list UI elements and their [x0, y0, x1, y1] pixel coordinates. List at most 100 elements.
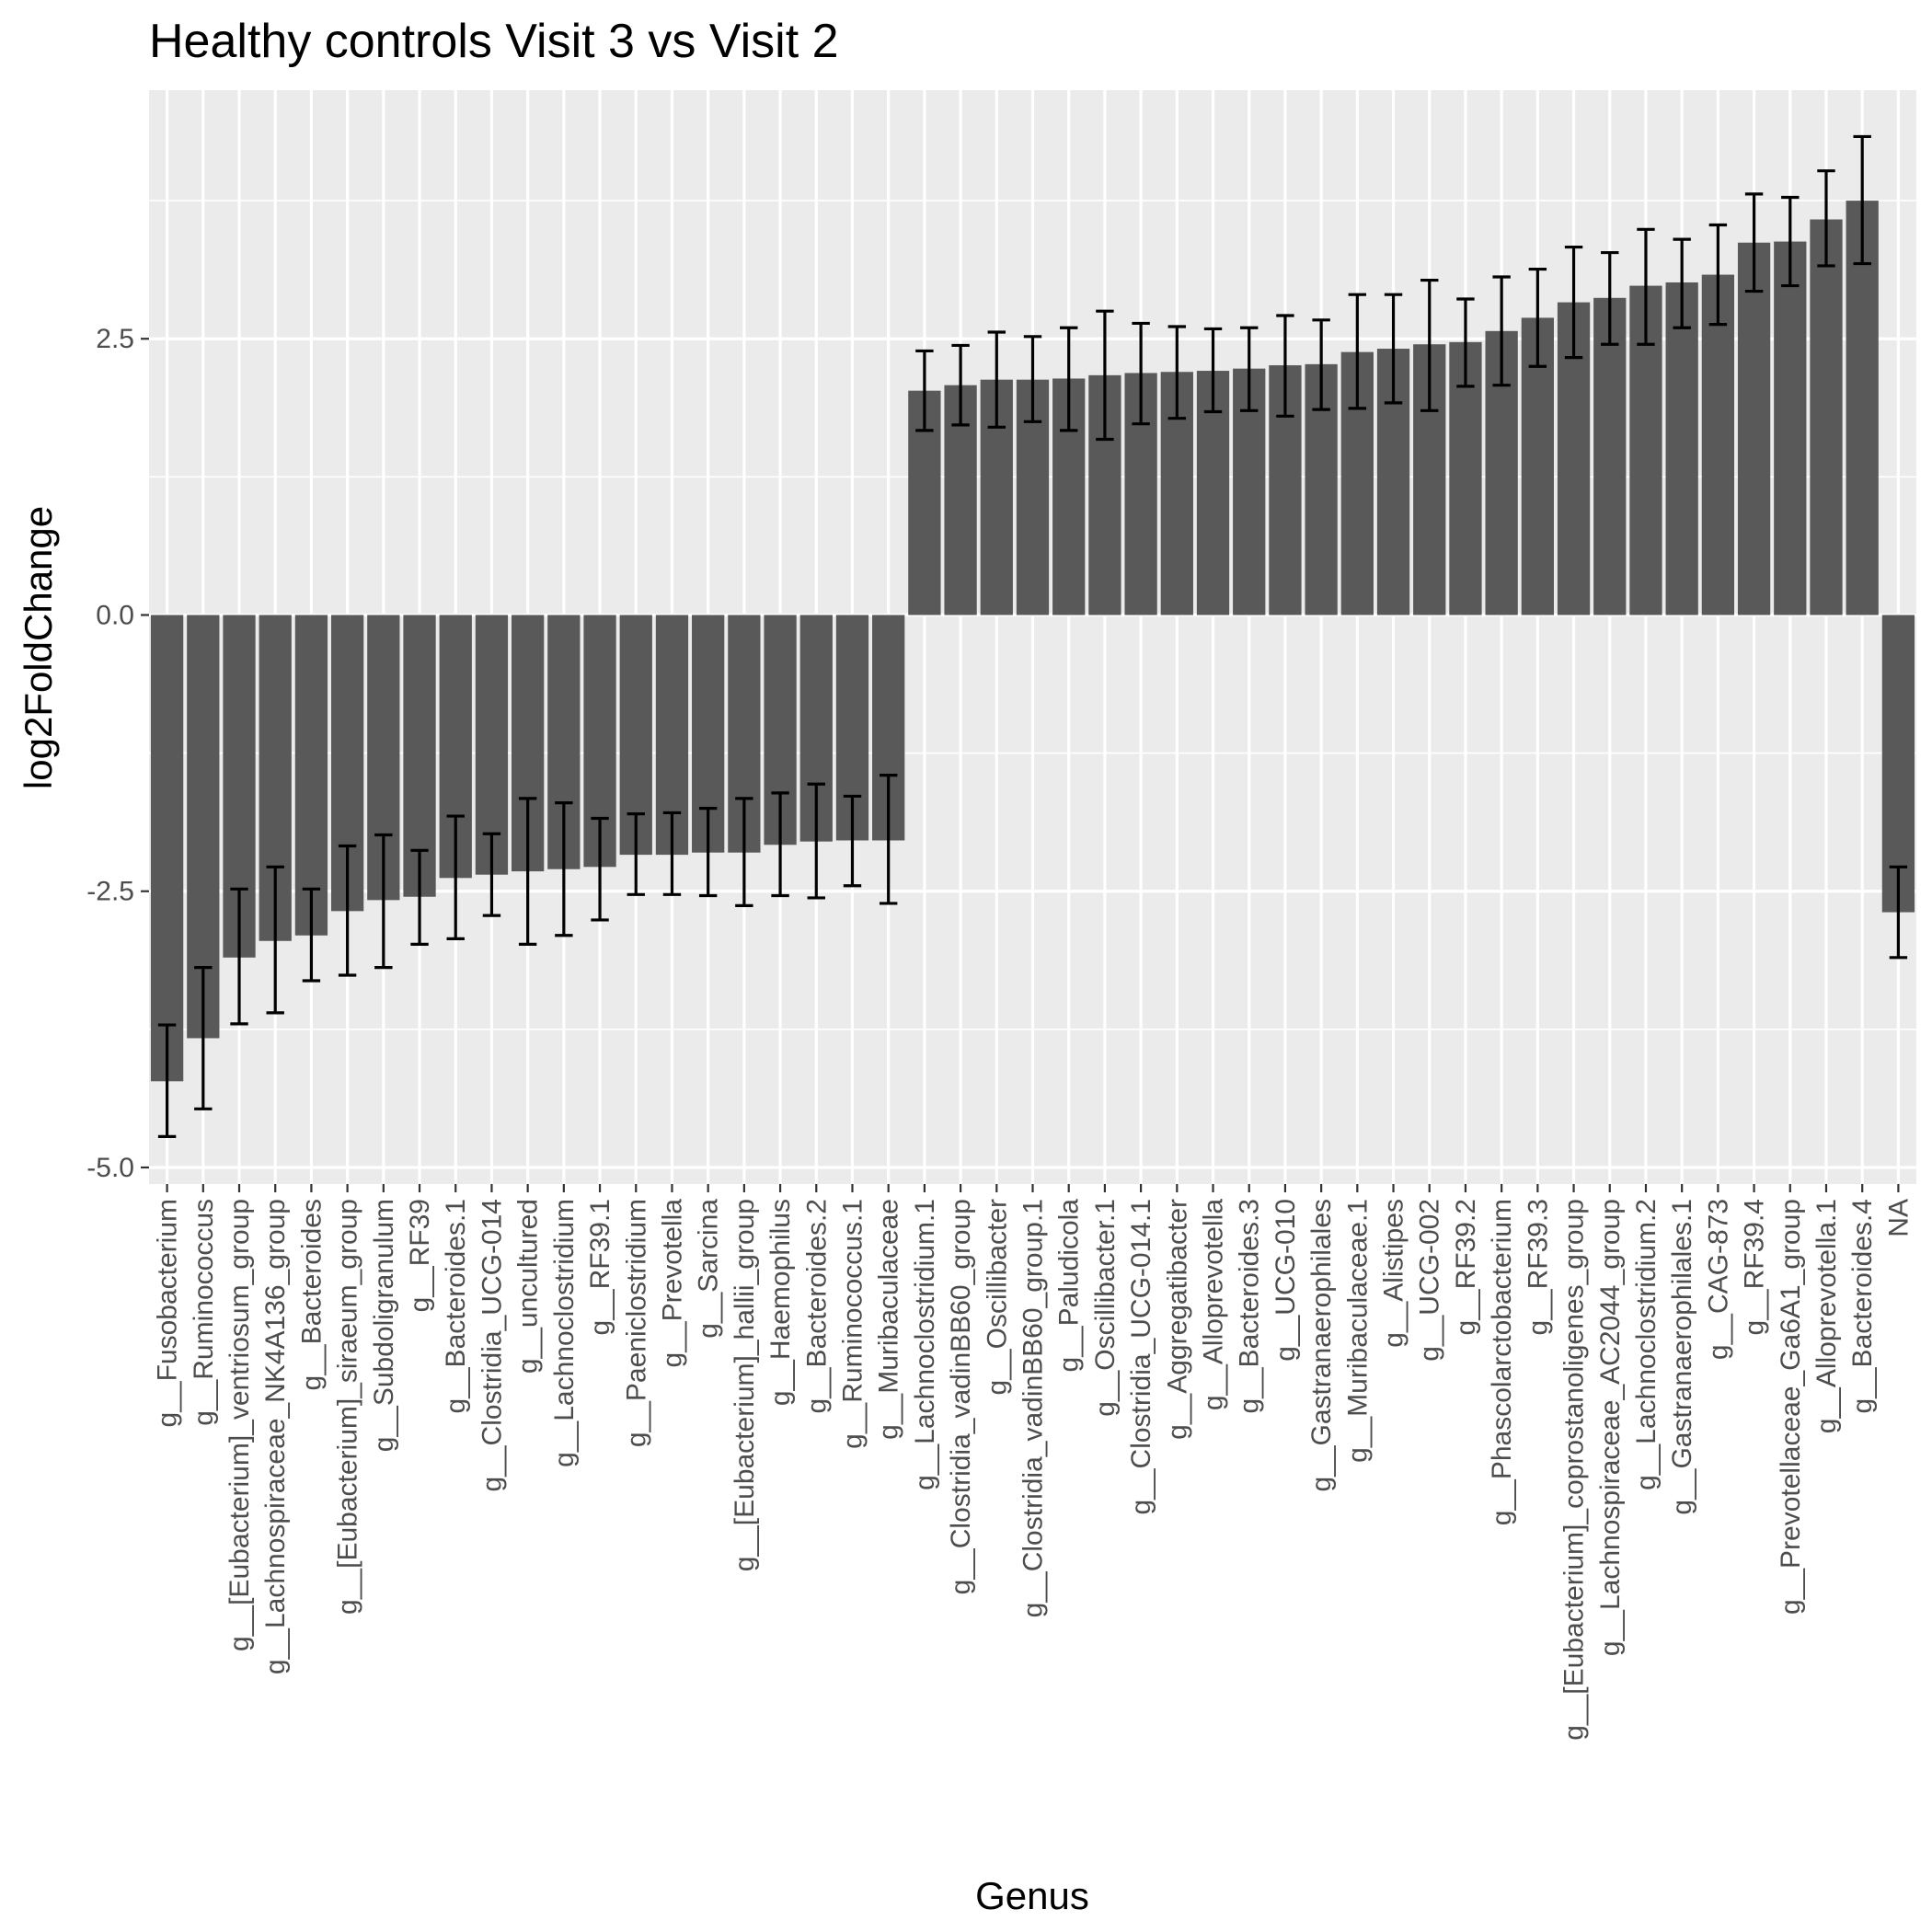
error-bar [1312, 318, 1330, 411]
x-tick-label: g__Clostridia_vadinBB60_group.1 [1018, 1199, 1049, 1617]
y-tick-label: -2.5 [86, 877, 134, 907]
error-bar [1492, 275, 1511, 387]
bar [150, 615, 184, 1082]
error-bar [1132, 321, 1150, 426]
bar [475, 615, 509, 875]
x-tick-label: g__Lachnoclostridium.2 [1631, 1199, 1662, 1490]
x-tick-label: g__Haemophilus [765, 1199, 796, 1406]
x-tick-label: g__RF39 [405, 1199, 435, 1312]
x-tick-label: g__RF39.4 [1740, 1199, 1770, 1335]
error-bar [1167, 325, 1187, 420]
x-tick-label: g__Bacteroides [296, 1199, 327, 1390]
x-tick-label: g__Phascolarctobacterium [1487, 1199, 1517, 1525]
x-tick-label: g__Lachnospiraceae_AC2044_group [1595, 1199, 1626, 1656]
x-tick-label: g__uncultured [513, 1199, 544, 1374]
x-tick-label: g__Paeniclostridium [621, 1199, 651, 1447]
bar [1593, 297, 1627, 615]
error-bar [1889, 865, 1908, 960]
x-tick-label: g__Oscillibacter [982, 1199, 1012, 1395]
error-bar [1456, 297, 1475, 388]
error-bar [555, 801, 573, 937]
error-bar [1708, 223, 1728, 327]
error-bar [518, 797, 537, 946]
error-bar [591, 816, 609, 922]
x-tick-label: g__Bacteroides.4 [1847, 1199, 1878, 1414]
x-tick-label: g__RF39.3 [1523, 1199, 1553, 1335]
x-tick-label: g__[Eubacterium]_ventriosum_group [224, 1199, 255, 1651]
y-axis: -5.0 -2.5 0.0 2.5 [86, 324, 149, 1183]
error-bar [627, 812, 645, 896]
error-bar [1276, 314, 1294, 418]
x-tick-label: g__Prevotellaceae_Ga6A1_group [1776, 1199, 1806, 1615]
x-tick-label: g__Gastranaerophilales [1306, 1199, 1337, 1492]
y-tick-label: -5.0 [86, 1153, 134, 1183]
x-tick-label: NA [1883, 1199, 1914, 1237]
error-bar [230, 887, 248, 1026]
y-tick-label: 0.0 [96, 600, 134, 630]
error-bar [1203, 327, 1223, 414]
x-tick-label: g__Clostridia_UCG-014.1 [1126, 1199, 1156, 1515]
error-bar [338, 844, 357, 977]
error-bar [1420, 278, 1439, 412]
x-tick-label: g__[Eubacterium]_coprostanoligenes_group [1559, 1199, 1590, 1741]
error-bar [410, 848, 429, 946]
x-tick-label: g__RF39.2 [1451, 1199, 1481, 1335]
error-bar [1601, 250, 1619, 346]
error-bar [662, 811, 682, 896]
x-tick-label: g__Lachnoclostridium [549, 1199, 580, 1467]
error-bar [1240, 326, 1259, 412]
x-tick-label: g__UCG-010 [1271, 1199, 1301, 1362]
x-tick-label: g__Ruminococcus.1 [837, 1199, 868, 1449]
x-tick-label: g__Aggregatibacter [1162, 1199, 1192, 1440]
x-axis-title: Genus [975, 1874, 1089, 1917]
bar [1846, 201, 1879, 615]
error-bar [1384, 293, 1403, 405]
y-tick-label: 2.5 [96, 324, 134, 354]
x-tick-label: g__RF39.1 [585, 1199, 615, 1335]
error-bar [302, 887, 321, 983]
x-tick-label: g__Lachnospiraceae_NK4A136_group [260, 1199, 291, 1674]
error-bar [1744, 192, 1764, 293]
error-bar [1853, 134, 1871, 266]
bar [1810, 219, 1843, 615]
x-tick-label: g__Ruminococcus [189, 1199, 219, 1426]
x-axis: g__Fusobacterium g__Ruminococcus g__[Eubac… [153, 1184, 1914, 1741]
error-bar [735, 797, 753, 907]
bar [1701, 274, 1735, 615]
bar [294, 615, 328, 936]
error-bars [157, 134, 1908, 1138]
x-tick-label: g__Clostridia_UCG-014 [477, 1199, 507, 1492]
error-bar [1817, 169, 1835, 268]
error-bar [1348, 293, 1367, 410]
bar [1665, 282, 1698, 615]
x-tick-label: g__Alistipes [1379, 1199, 1409, 1348]
error-bar [879, 774, 898, 905]
x-tick-label: g__Gastranaerophilales.1 [1667, 1199, 1697, 1515]
error-bar [987, 330, 1006, 429]
error-bar [194, 966, 213, 1110]
error-bar [1023, 335, 1042, 423]
x-tick-label: g__Prevotella [657, 1199, 687, 1368]
error-bar [446, 814, 465, 940]
x-tick-label: g__Bacteroides.3 [1235, 1199, 1265, 1414]
error-bar [1781, 195, 1800, 288]
x-tick-label: g__Alloprevotella.1 [1811, 1199, 1842, 1433]
error-bar [1528, 267, 1547, 368]
error-bar [951, 343, 970, 427]
error-bar [771, 791, 789, 898]
error-bar [1564, 245, 1583, 360]
x-tick-label: g__[Eubacterium]_siraeum_group [333, 1199, 363, 1615]
error-bar [698, 807, 718, 898]
y-axis-title: log2FoldChange [17, 506, 60, 789]
error-bar [482, 832, 501, 917]
error-bar [1060, 326, 1078, 432]
x-tick-label: g__UCG-002 [1415, 1199, 1445, 1362]
error-bar [843, 794, 862, 888]
error-bar [1673, 237, 1691, 329]
x-tick-label: g__Clostridia_vadinBB60_group [946, 1199, 976, 1594]
x-tick-label: g__[Eubacterium]_hallii_group [730, 1199, 760, 1571]
x-tick-label: g__Sarcina [694, 1199, 724, 1339]
x-tick-label: g__Lachnoclostridium.1 [910, 1199, 940, 1490]
x-tick-label: g__Paludicola [1054, 1199, 1085, 1373]
